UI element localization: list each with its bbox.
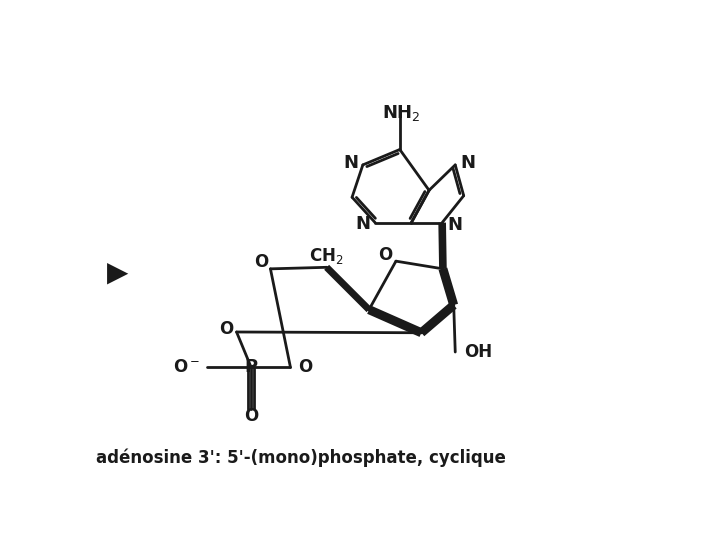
Text: NH$_2$: NH$_2$ <box>382 103 420 123</box>
Text: O: O <box>219 320 233 338</box>
Text: OH: OH <box>464 343 492 361</box>
Text: N: N <box>356 215 371 233</box>
Text: N: N <box>343 154 359 172</box>
Text: N: N <box>461 153 476 172</box>
Text: adénosine 3': 5'-(mono)phosphate, cyclique: adénosine 3': 5'-(mono)phosphate, cycliq… <box>96 448 505 467</box>
Text: O: O <box>298 359 312 376</box>
Text: O$^-$: O$^-$ <box>173 359 199 376</box>
Text: P: P <box>245 359 258 376</box>
Text: O: O <box>254 253 268 271</box>
Text: ▶: ▶ <box>107 259 129 287</box>
Text: O: O <box>244 407 258 425</box>
Text: O: O <box>379 246 393 264</box>
Text: CH$_2$: CH$_2$ <box>310 246 344 266</box>
Text: N: N <box>448 216 462 234</box>
